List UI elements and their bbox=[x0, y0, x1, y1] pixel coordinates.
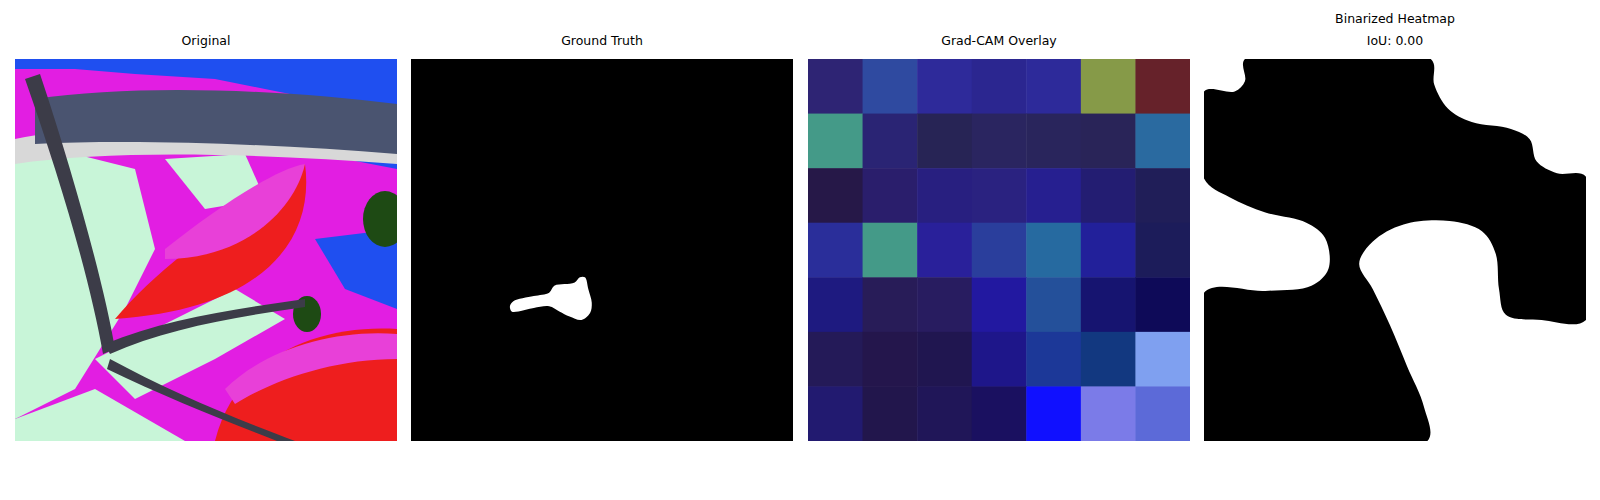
plot-area bbox=[15, 59, 397, 441]
photo-background bbox=[15, 59, 397, 441]
heatmap-cell bbox=[1135, 332, 1190, 387]
heatmap-cell bbox=[1081, 332, 1136, 387]
photo-sky bbox=[15, 59, 397, 169]
heatmap-cell bbox=[1026, 168, 1081, 223]
panel-title: Grad-CAM Overlay bbox=[941, 33, 1057, 48]
panel: Ground Truth bbox=[411, 33, 793, 441]
heatmap-cell bbox=[1081, 386, 1136, 441]
panel: Grad-CAM Overlay bbox=[808, 33, 1191, 442]
heatmap-cell bbox=[863, 168, 918, 223]
panel: Original bbox=[15, 33, 407, 441]
heatmap-cell bbox=[972, 386, 1027, 441]
heatmap-cell bbox=[972, 114, 1027, 169]
panel-title: Original bbox=[182, 33, 231, 48]
heatmap-cell bbox=[1135, 386, 1190, 441]
heatmap-cell bbox=[1026, 386, 1081, 441]
heatmap-cell bbox=[972, 168, 1027, 223]
heatmap-cell bbox=[1081, 59, 1136, 114]
photo-branch bbox=[35, 90, 397, 154]
heatmap-cell bbox=[1026, 114, 1081, 169]
heatmap-cell bbox=[1081, 114, 1136, 169]
heatmap-cell bbox=[1026, 332, 1081, 387]
plot-area bbox=[411, 59, 793, 441]
heatmap-cell bbox=[1081, 277, 1136, 332]
heatmap-cell bbox=[917, 386, 972, 441]
photo-branch bbox=[25, 74, 115, 354]
panel-title: Binarized Heatmap bbox=[1335, 11, 1455, 26]
heatmap-cell bbox=[863, 332, 918, 387]
photo-branch bbox=[107, 359, 295, 441]
heatmap-cell bbox=[863, 59, 918, 114]
heatmap-cell bbox=[917, 277, 972, 332]
heatmap-cell bbox=[808, 223, 863, 278]
heatmap-cell bbox=[808, 59, 863, 114]
heatmap-cell bbox=[917, 114, 972, 169]
heatmap-cell bbox=[863, 223, 918, 278]
photo-branch bbox=[105, 299, 305, 354]
panel: Binarized Heatmap IoU: 0.00 bbox=[1186, 11, 1598, 462]
heatmap-cell bbox=[1135, 223, 1190, 278]
heatmap-cell bbox=[808, 332, 863, 387]
heatmap-cell bbox=[1026, 223, 1081, 278]
plot-area bbox=[808, 59, 1190, 441]
mask-region bbox=[510, 277, 592, 320]
heatmap-cell bbox=[1135, 277, 1190, 332]
heatmap-cell bbox=[1081, 168, 1136, 223]
plot-area bbox=[1204, 59, 1586, 441]
heatmap-cell bbox=[863, 277, 918, 332]
heatmap-cell bbox=[1135, 114, 1190, 169]
heatmap-cell bbox=[972, 223, 1027, 278]
heatmap-cell bbox=[972, 277, 1027, 332]
mask-region bbox=[1204, 59, 1586, 441]
heatmap-cell bbox=[1135, 168, 1190, 223]
photo-pale bbox=[15, 389, 185, 441]
heatmap-cell bbox=[1081, 223, 1136, 278]
heatmap-cell bbox=[1135, 59, 1190, 114]
photo-leaf bbox=[115, 164, 306, 319]
heatmap-cell bbox=[863, 114, 918, 169]
panel-subtitle: IoU: 0.00 bbox=[1367, 33, 1424, 48]
photo-leaf bbox=[165, 164, 305, 259]
heatmap-cell bbox=[917, 223, 972, 278]
heatmap-cell bbox=[972, 332, 1027, 387]
heatmap-cell bbox=[917, 59, 972, 114]
heatmap-cell bbox=[808, 168, 863, 223]
heatmap-cell bbox=[1026, 277, 1081, 332]
heatmap-cell bbox=[808, 277, 863, 332]
mask-background bbox=[411, 59, 793, 441]
heatmap-cell bbox=[863, 386, 918, 441]
panel-title: Ground Truth bbox=[561, 33, 643, 48]
heatmap-cell bbox=[808, 114, 863, 169]
heatmap-cell bbox=[972, 59, 1027, 114]
photo-dark bbox=[363, 191, 397, 247]
heatmap-cell bbox=[917, 168, 972, 223]
heatmap-cell bbox=[917, 332, 972, 387]
heatmap-cell bbox=[1026, 59, 1081, 114]
heatmap-cell bbox=[808, 386, 863, 441]
photo-leaf bbox=[225, 333, 397, 404]
figure: Original Ground Truth Grad-CAM Overlay Bina… bbox=[0, 0, 1600, 500]
